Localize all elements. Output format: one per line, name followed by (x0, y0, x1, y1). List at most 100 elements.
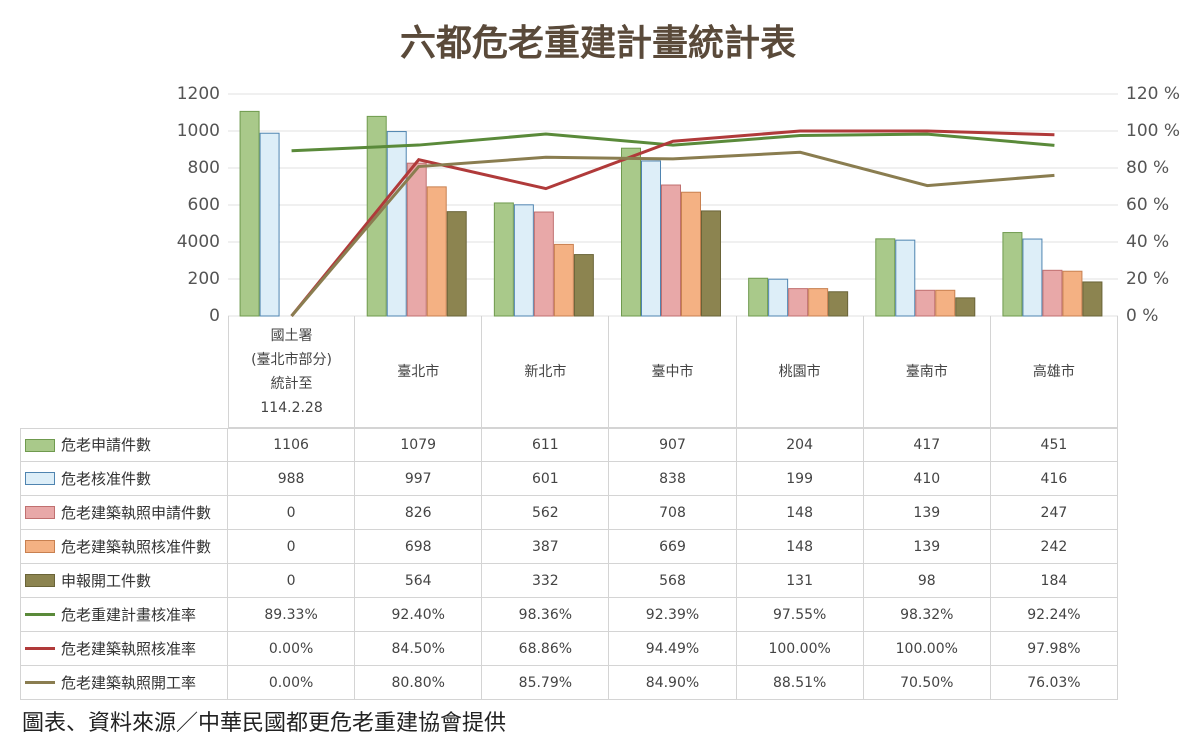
bar (768, 278, 789, 317)
table-value: 417 (863, 428, 991, 462)
bar (573, 254, 594, 317)
bar (1082, 281, 1103, 317)
table-value: 1079 (355, 428, 483, 462)
y-tick-label: 200 (188, 269, 220, 289)
category-header: 臺中市 (609, 316, 737, 428)
table-value: 97.55% (736, 598, 864, 632)
bar (259, 132, 280, 317)
table-value: 997 (355, 462, 483, 496)
bar (1002, 232, 1023, 317)
table-value: 826 (355, 496, 483, 530)
table-value: 97.98% (990, 632, 1118, 666)
row-label: 危老申請件數 (20, 428, 228, 462)
chart-title: 六都危老重建計畫統計表 (400, 22, 796, 64)
y2-tick-label: 120 % (1126, 84, 1180, 104)
table-value: 988 (228, 462, 356, 496)
legend-symbol (25, 681, 55, 684)
y2-tick-label: 20 % (1126, 269, 1169, 289)
row-label: 危老建築執照核准件數 (20, 530, 228, 564)
category-header: 臺南市 (863, 316, 991, 428)
bar (875, 238, 896, 317)
bar (915, 289, 936, 317)
y-tick-label: 1000 (177, 121, 220, 141)
bar (808, 288, 829, 317)
table-value: 89.33% (228, 598, 356, 632)
table-value: 100.00% (863, 632, 991, 666)
row-label: 危老建築執照申請件數 (20, 496, 228, 530)
row-label: 危老建築執照開工率 (20, 666, 228, 700)
bar (641, 160, 661, 317)
table-value: 332 (482, 564, 610, 598)
table-value: 204 (736, 428, 864, 462)
table-value: 568 (609, 564, 737, 598)
legend-label: 危老申請件數 (61, 436, 152, 454)
line-series (290, 150, 1055, 317)
bar (1022, 238, 1043, 317)
table-value: 564 (355, 564, 483, 598)
bar (661, 184, 681, 317)
table-value: 98.36% (482, 598, 610, 632)
bar (1042, 269, 1063, 317)
table-value: 907 (609, 428, 737, 462)
bar (935, 289, 956, 317)
legend-label: 申報開工件數 (61, 571, 152, 590)
row-label: 危老建築執照核准率 (20, 632, 228, 666)
legend-label: 危老核准件數 (61, 469, 152, 488)
table-value: 0.00% (228, 632, 356, 666)
row-label: 危老重建計畫核准率 (20, 598, 228, 632)
table-value: 92.39% (609, 598, 737, 632)
table-value: 100.00% (736, 632, 864, 666)
legend-symbol (25, 472, 55, 485)
table-value: 80.80% (355, 666, 483, 700)
bar (895, 239, 916, 317)
table-value: 84.50% (355, 632, 483, 666)
table-value: 451 (990, 428, 1118, 462)
table-value: 562 (482, 496, 610, 530)
legend-symbol (25, 438, 55, 452)
table-value: 708 (609, 496, 737, 530)
y-tick-label: 800 (188, 158, 220, 178)
legend-symbol (25, 647, 55, 650)
table-value: 98 (863, 564, 991, 598)
bar (446, 211, 467, 317)
legend-label: 危老建築執照核准件數 (61, 537, 212, 556)
table-value: 838 (609, 462, 737, 496)
table-value: 0 (228, 564, 356, 598)
y-tick-label: 0 (209, 306, 220, 326)
table-value: 139 (863, 496, 991, 530)
table-value: 92.24% (990, 598, 1118, 632)
y2-tick-label: 100 % (1126, 121, 1180, 141)
table-value: 1106 (228, 428, 356, 462)
table-value: 416 (990, 462, 1118, 496)
bar (553, 243, 574, 317)
category-header: 臺北市 (355, 316, 483, 428)
legend-label: 危老建築執照申請件數 (61, 503, 212, 522)
y2-tick-label: 60 % (1126, 195, 1169, 215)
legend-label: 危老建築執照核准率 (61, 639, 197, 658)
bar (406, 162, 427, 317)
table-value: 76.03% (990, 666, 1118, 700)
table-value: 148 (736, 496, 864, 530)
table-value: 387 (482, 530, 610, 564)
category-header: 新北市 (482, 316, 610, 428)
bar (681, 191, 701, 317)
table-value: 601 (482, 462, 610, 496)
bar (1062, 270, 1083, 317)
legend-label: 危老建築執照開工率 (61, 673, 197, 692)
table-value: 669 (609, 530, 737, 564)
table-value: 68.86% (482, 632, 610, 666)
bar (955, 297, 976, 317)
line-series (290, 129, 1055, 317)
row-label: 申報開工件數 (20, 564, 228, 598)
bar (788, 288, 809, 317)
y2-tick-label: 80 % (1126, 158, 1169, 178)
table-value: 410 (863, 462, 991, 496)
line-series (291, 132, 1055, 153)
y-tick-label: 600 (188, 195, 220, 215)
bar (513, 204, 534, 317)
category-header: 桃園市 (736, 316, 864, 428)
y2-tick-label: 40 % (1126, 232, 1169, 252)
table-value: 148 (736, 530, 864, 564)
